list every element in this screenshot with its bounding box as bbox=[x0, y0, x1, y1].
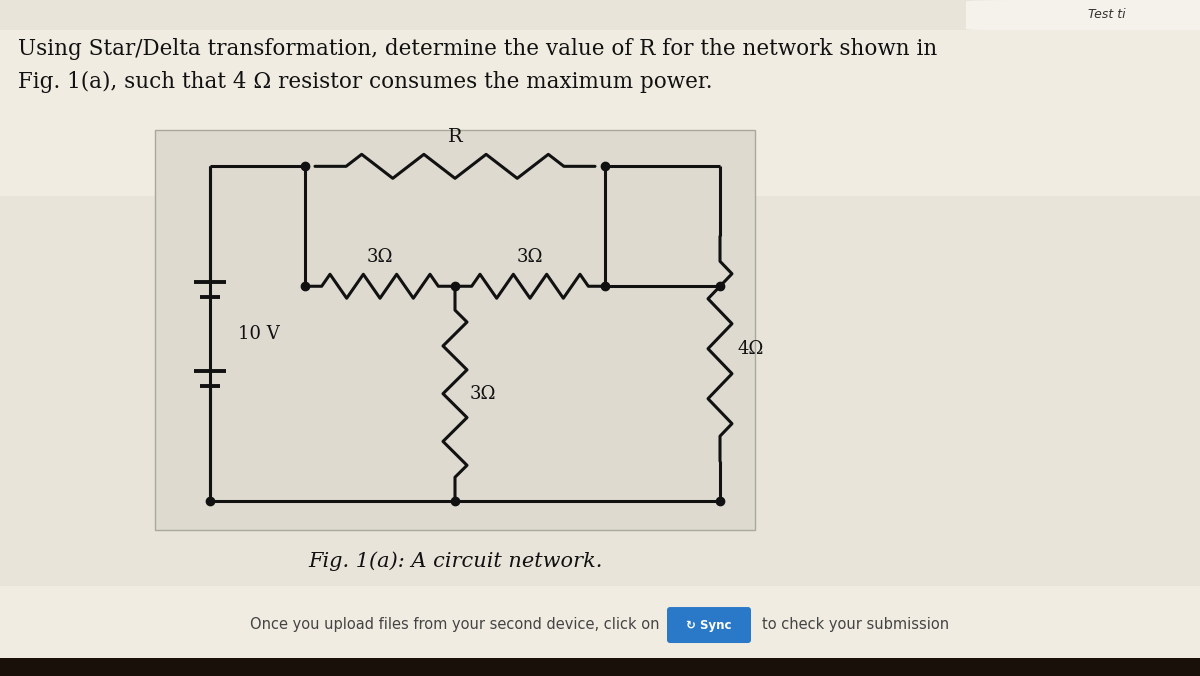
FancyBboxPatch shape bbox=[667, 607, 751, 643]
FancyBboxPatch shape bbox=[155, 130, 755, 530]
Text: Test ti: Test ti bbox=[1087, 8, 1126, 21]
Text: 3Ω: 3Ω bbox=[517, 248, 544, 266]
Text: R: R bbox=[448, 128, 462, 146]
Text: 3Ω: 3Ω bbox=[367, 248, 394, 266]
Text: 3Ω: 3Ω bbox=[470, 385, 497, 403]
Text: Fig. 1(a), such that 4 Ω resistor consumes the maximum power.: Fig. 1(a), such that 4 Ω resistor consum… bbox=[18, 72, 713, 93]
FancyBboxPatch shape bbox=[0, 586, 1200, 676]
Text: Fig. 1(a): A circuit network.: Fig. 1(a): A circuit network. bbox=[308, 551, 602, 571]
Text: 4Ω: 4Ω bbox=[738, 340, 764, 358]
Text: Using Star/Delta transformation, determine the value of R for the network shown : Using Star/Delta transformation, determi… bbox=[18, 39, 937, 60]
Text: 10 V: 10 V bbox=[238, 324, 280, 343]
FancyBboxPatch shape bbox=[966, 0, 1200, 30]
Text: to check your submission: to check your submission bbox=[762, 617, 949, 631]
Text: ↻ Sync: ↻ Sync bbox=[686, 619, 732, 631]
FancyBboxPatch shape bbox=[0, 658, 1200, 676]
Text: Once you upload files from your second device, click on: Once you upload files from your second d… bbox=[251, 617, 660, 631]
FancyBboxPatch shape bbox=[0, 30, 1200, 196]
